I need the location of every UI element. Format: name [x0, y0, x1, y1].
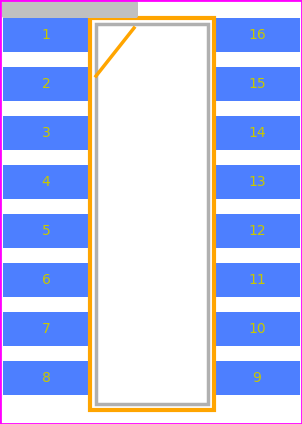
- Text: 10: 10: [248, 322, 266, 336]
- Bar: [3, 18, 89, 52]
- Text: 7: 7: [42, 322, 50, 336]
- Text: 12: 12: [248, 224, 266, 238]
- Bar: [90, 18, 214, 410]
- Text: 14: 14: [248, 126, 266, 140]
- Bar: [214, 18, 300, 52]
- Bar: [3, 312, 89, 346]
- Bar: [214, 214, 300, 248]
- Text: 2: 2: [42, 77, 50, 91]
- FancyBboxPatch shape: [2, 1, 138, 18]
- Bar: [214, 361, 300, 395]
- Bar: [214, 312, 300, 346]
- Bar: [3, 165, 89, 199]
- Text: 3: 3: [42, 126, 50, 140]
- Text: 5: 5: [42, 224, 50, 238]
- Bar: [3, 214, 89, 248]
- Text: 1: 1: [42, 28, 50, 42]
- Bar: [3, 361, 89, 395]
- Text: 11: 11: [248, 273, 266, 287]
- Bar: [214, 165, 300, 199]
- Text: 15: 15: [248, 77, 266, 91]
- Text: 6: 6: [42, 273, 50, 287]
- Bar: [3, 116, 89, 150]
- Text: 13: 13: [248, 175, 266, 189]
- Bar: [3, 263, 89, 297]
- Bar: [214, 263, 300, 297]
- Text: 9: 9: [252, 371, 262, 385]
- Text: 16: 16: [248, 28, 266, 42]
- Bar: [214, 116, 300, 150]
- Text: 8: 8: [42, 371, 50, 385]
- Text: 4: 4: [42, 175, 50, 189]
- Bar: [96, 24, 208, 404]
- Bar: [3, 67, 89, 101]
- Bar: [214, 67, 300, 101]
